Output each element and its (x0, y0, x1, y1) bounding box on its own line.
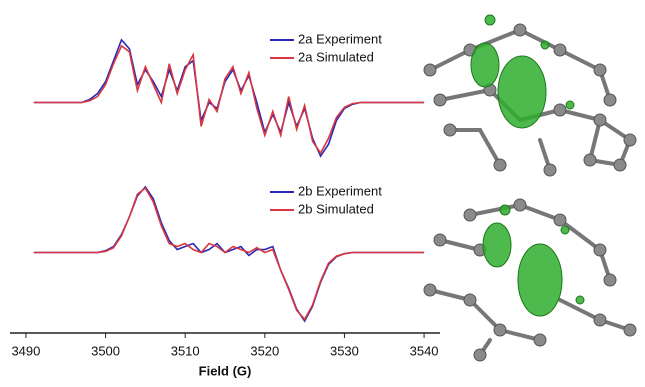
x-tick-label: 3530 (330, 343, 359, 358)
legend-label: 2b Simulated (298, 201, 374, 216)
molecule-2b (424, 199, 636, 361)
molecule-2a (424, 15, 636, 176)
legend-label: 2a Experiment (298, 31, 382, 46)
x-tick-label: 3510 (171, 343, 200, 358)
x-tick-label: 3490 (11, 343, 40, 358)
x-tick-label: 3520 (250, 343, 279, 358)
figure: 2a Experiment 2a Simulated 2b Experiment 2b… (0, 0, 645, 382)
x-tick-label: 3500 (91, 343, 120, 358)
legend-label: 2a Simulated (298, 49, 374, 64)
x-tick-label: 3540 (410, 343, 439, 358)
x-axis-label: Field (G) (199, 363, 252, 378)
legend-label: 2b Experiment (298, 183, 382, 198)
